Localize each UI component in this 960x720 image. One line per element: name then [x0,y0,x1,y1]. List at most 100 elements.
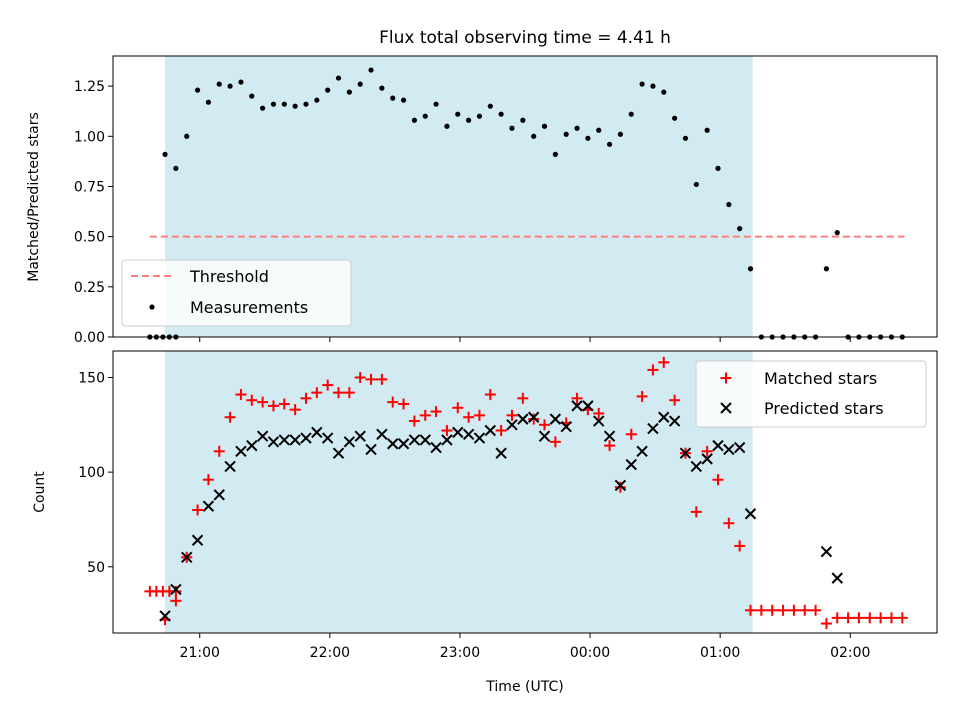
predicted-star-point [625,458,637,471]
matched-star-point [885,612,897,624]
legend-box [121,259,352,327]
measurement-point [368,67,374,73]
predicted-star-point [538,430,551,442]
predicted-star-point [311,426,323,439]
measurement-point [737,226,743,232]
y-tick-label: 100 [78,465,105,481]
predicted-star-point [473,432,486,444]
measurement-point [260,105,266,111]
measurement-point [747,266,754,272]
matched-star-point [257,396,269,408]
matched-star-point [495,424,507,436]
measurement-point [509,125,515,131]
matched-star-point [647,364,659,376]
measurement-point [704,127,710,133]
predicted-star-point [213,489,225,501]
measurement-point [184,133,190,139]
y-tick-label: 0.75 [74,179,105,195]
matched-star-point [853,612,865,624]
predicted-star-point [181,551,193,564]
predicted-star-point [397,438,410,450]
matched-star-point [745,604,757,616]
measurement-point [682,135,689,141]
predicted-star-point [408,434,421,446]
matched-star-point [788,604,800,616]
matched-star-point [441,424,453,436]
y-tick-label: 0.50 [74,230,105,246]
legend-threshold-label: Threshold [189,267,269,286]
x-tick-label: 23:00 [440,645,480,661]
matched-star-point [506,409,518,421]
predicted-star-point [668,415,681,427]
predicted-star-point [658,411,670,423]
measurement-point [726,201,732,208]
predicted-star-point [831,572,843,584]
matched-star-point [343,387,355,399]
predicted-star-point [549,413,562,425]
measurement-point [715,165,721,171]
measurement-point [281,101,287,107]
matched-star-point [170,595,182,607]
ratio-panel: 0.00 0.25 0.50 0.75 1.00 1.25 Threshold Measure… [74,55,938,346]
matched-star-point [875,612,887,624]
legend: Matched stars Predicted stars [695,360,927,428]
matched-star-point [267,400,279,412]
matched-star-point [864,612,876,624]
chart-title: Flux total observing time = 4.41 h [379,28,671,48]
measurement-point [585,135,591,141]
matched-star-point [452,402,464,414]
predicted-star-point [506,419,518,431]
measurement-point [466,117,472,123]
matched-star-point [202,474,214,486]
measurement-point [606,141,613,147]
measurement-point [357,81,363,87]
matched-star-point [539,419,551,431]
count-panel: 50 100 150 21:00 22:00 23:00 00:00 01:00 02:00 Ma… [78,350,938,661]
predicted-star-point [430,441,442,454]
predicted-star-point [636,445,648,458]
matched-star-point [755,604,767,616]
measurement-point [661,89,667,95]
axes-frame [112,350,938,634]
measurement-point [379,85,385,91]
predicted-star-point [159,610,171,622]
measurement-point [672,115,678,121]
y-tick-label: 50 [87,560,105,576]
predicted-star-point [354,430,366,442]
matched-star-point [387,396,399,408]
matched-star-point [484,389,496,401]
predicted-star-point [614,479,627,492]
matched-star-point [430,406,442,418]
predicted-star-point [701,453,713,465]
predicted-star-point [647,422,659,435]
predicted-star-point [690,460,703,473]
predicted-star-point [365,443,377,456]
predicted-star-point [441,434,453,446]
matched-star-point [820,618,832,630]
matched-star-point [690,506,702,518]
matched-star-point [192,504,204,516]
legend-measurements-swatch [149,304,155,310]
measurement-point [541,123,548,129]
measurement-point [639,81,645,87]
matched-star-point [528,413,540,425]
predicted-star-point [321,432,334,444]
measurement-point [422,113,428,119]
measurement-point [531,133,537,139]
y-tick-label: 0.00 [74,330,105,346]
matched-star-point [701,445,713,457]
predicted-star-point [278,434,291,446]
predicted-star-point [679,447,692,459]
predicted-star-point [603,430,616,442]
measurement-point [574,125,580,131]
matched-star-point [408,415,420,427]
measurement-point [628,111,634,117]
matched-star-point [213,445,225,457]
measurement-point [411,117,418,123]
measurement-point [552,151,558,157]
measurement-point [205,99,212,105]
measurement-point [400,97,407,103]
predicted-star-point [343,436,356,448]
matched-star-point [463,411,475,423]
